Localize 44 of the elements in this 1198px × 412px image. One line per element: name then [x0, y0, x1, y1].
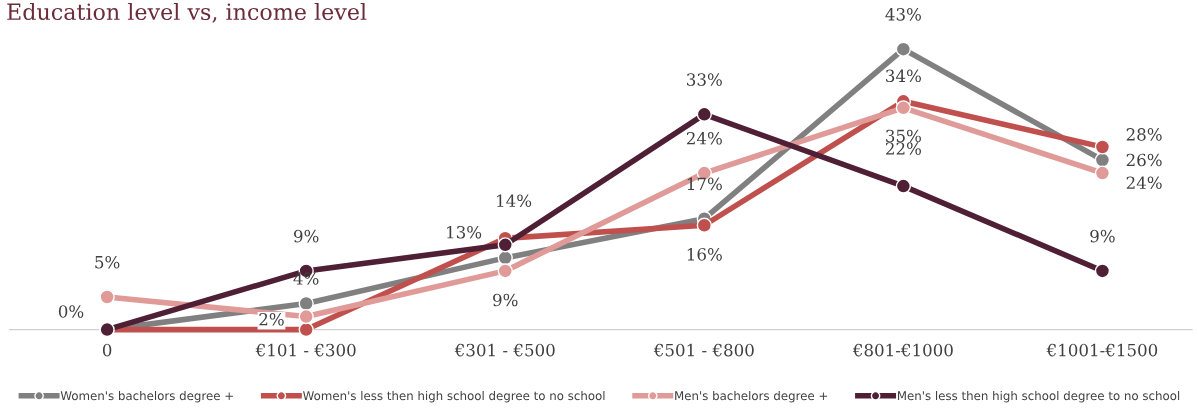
- x-tick-label: €301 - €500: [454, 343, 555, 357]
- x-tick-label: 0: [102, 343, 112, 357]
- data-label: 22%: [885, 142, 921, 155]
- point: [1094, 263, 1111, 279]
- data-label: 28%: [1126, 128, 1162, 141]
- legend-label: Women's less then high school degree to no school: [303, 391, 605, 403]
- data-label: 35%: [886, 129, 921, 143]
- point: [99, 289, 115, 305]
- data-label: 34%: [886, 69, 921, 83]
- data-label: 9%: [294, 229, 319, 243]
- x-tick-label: €1001-€1500: [1046, 343, 1158, 357]
- point: [895, 178, 912, 194]
- point: [895, 100, 912, 116]
- point: [497, 263, 513, 279]
- data-label: 13%: [447, 225, 482, 239]
- point: [696, 106, 712, 122]
- point: [1094, 139, 1111, 155]
- data-label: 24%: [1126, 176, 1162, 190]
- data-label: 16%: [687, 248, 722, 261]
- legend-label: Men's bachelors degree +: [675, 391, 828, 403]
- point: [696, 217, 712, 233]
- data-label: 14%: [497, 194, 532, 208]
- legend-label: Women's bachelors degree +: [60, 391, 233, 403]
- data-label: 26%: [1126, 153, 1162, 167]
- data-label: 5%: [95, 255, 120, 269]
- x-tick-label: €501 - €800: [653, 343, 754, 357]
- data-label: 43%: [885, 8, 921, 21]
- data-label: 33%: [687, 73, 722, 86]
- point: [298, 295, 314, 312]
- point: [497, 237, 513, 253]
- legend-label: Men's less then high school degree to no school: [897, 391, 1180, 403]
- data-label: 17%: [687, 177, 722, 191]
- chart-title: Education level vs, income level: [7, 2, 367, 23]
- data-label: 4%: [293, 272, 319, 285]
- data-label: 9%: [1090, 229, 1115, 243]
- data-label: 24%: [686, 131, 722, 145]
- point: [895, 41, 912, 57]
- data-label: 2%: [259, 312, 284, 326]
- point: [1094, 165, 1111, 181]
- point: [298, 308, 314, 325]
- data-label: 9%: [493, 293, 518, 307]
- data-label: 0%: [58, 305, 84, 318]
- x-tick-label: €801-€1000: [852, 343, 953, 357]
- x-tick-label: €101 - €300: [255, 343, 356, 357]
